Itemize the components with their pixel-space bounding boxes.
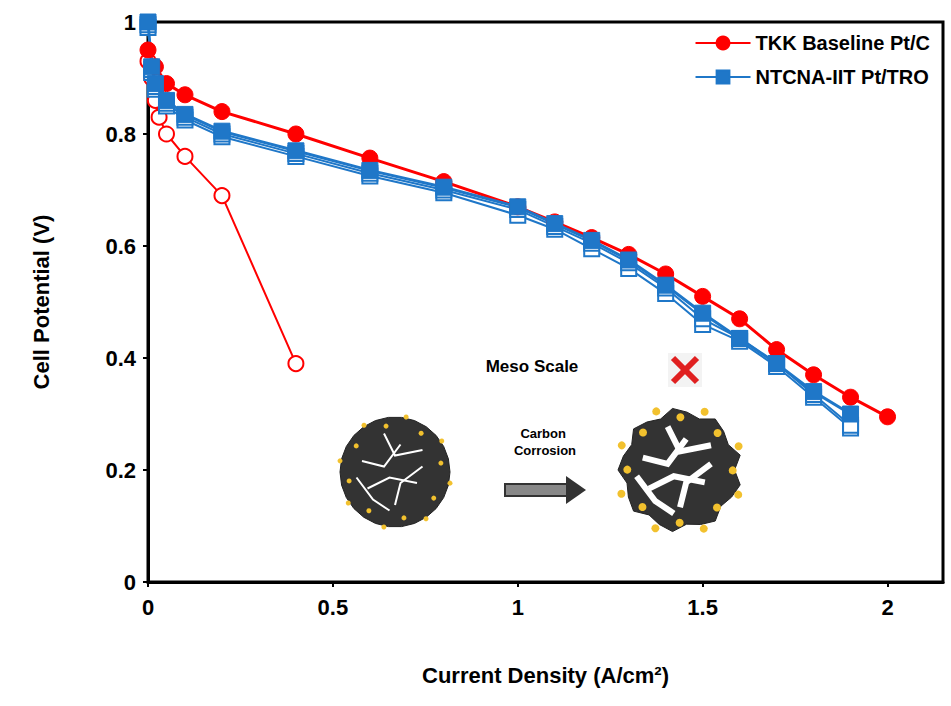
svg-text:Cell Potential (V): Cell Potential (V): [29, 215, 54, 390]
svg-text:TKK Baseline Pt/C: TKK Baseline Pt/C: [756, 32, 930, 54]
svg-text:1: 1: [512, 595, 524, 620]
svg-text:Corrosion: Corrosion: [514, 443, 576, 458]
svg-text:0.4: 0.4: [105, 346, 136, 371]
svg-text:Carbon: Carbon: [520, 426, 569, 441]
svg-text:Current Density (A/cm²): Current Density (A/cm²): [422, 663, 669, 688]
svg-text:0.8: 0.8: [105, 122, 136, 147]
svg-text:NTCNA-IIT Pt/TRO: NTCNA-IIT Pt/TRO: [756, 66, 929, 88]
svg-text:1: 1: [124, 10, 136, 35]
svg-text:0: 0: [124, 570, 136, 595]
svg-text:0.5: 0.5: [318, 595, 349, 620]
svg-text:0: 0: [142, 595, 154, 620]
svg-text:Meso Scale: Meso Scale: [486, 357, 579, 376]
svg-text:1.5: 1.5: [687, 595, 718, 620]
svg-text:0.2: 0.2: [105, 458, 136, 483]
svg-text:2: 2: [881, 595, 893, 620]
svg-text:0.6: 0.6: [105, 234, 136, 259]
